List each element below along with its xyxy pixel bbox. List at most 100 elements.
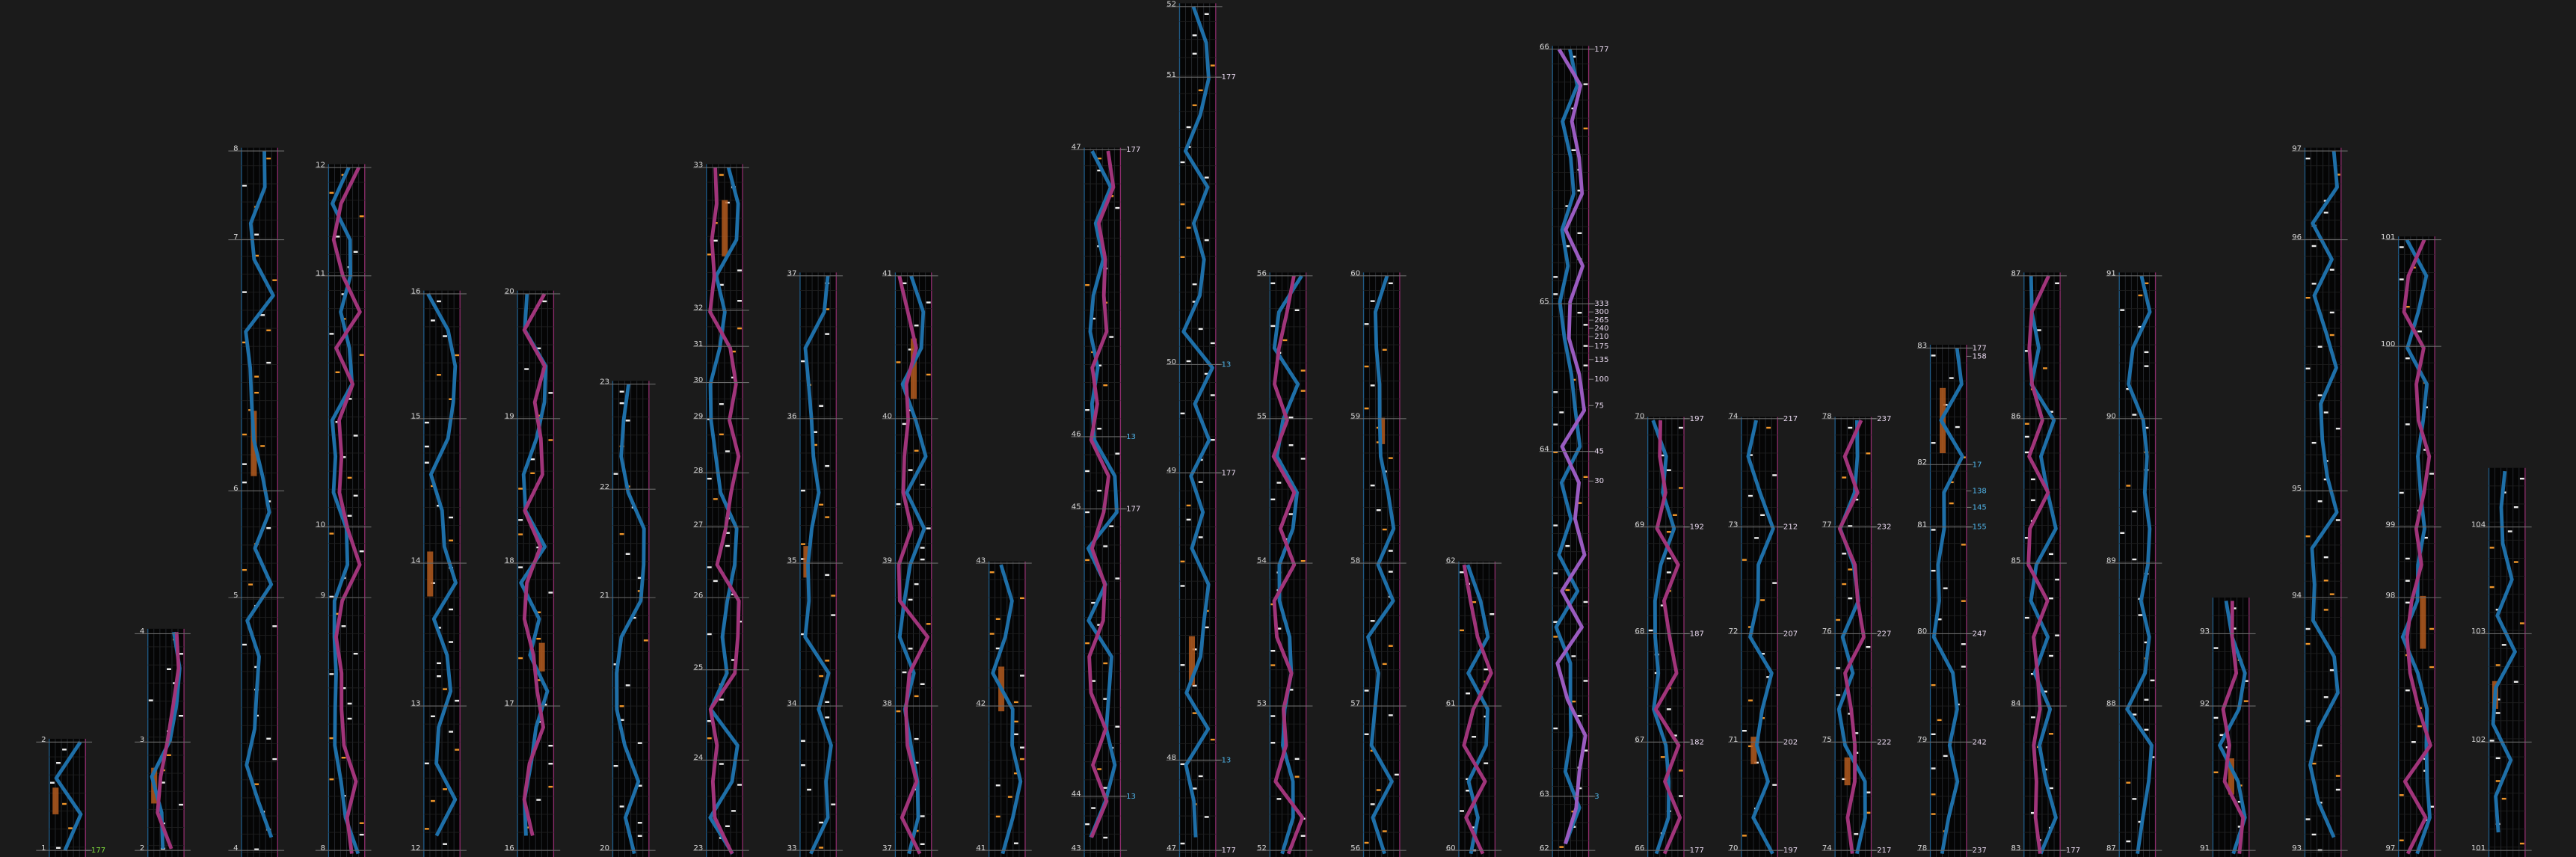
note: [167, 668, 171, 671]
chart-column: 8 7 6 5 4: [228, 145, 285, 857]
note: [2323, 478, 2328, 481]
note: [518, 657, 523, 660]
note: [1376, 789, 1381, 791]
measure-number: 72: [1729, 627, 1739, 636]
note: [1180, 763, 1185, 766]
note: [341, 625, 346, 627]
note: [1103, 384, 1108, 387]
note: [1742, 559, 1747, 561]
note: [1192, 283, 1197, 286]
note: [449, 539, 454, 541]
measure-number: 52: [1257, 844, 1267, 853]
note: [449, 608, 454, 611]
note: [2513, 681, 2518, 683]
note: [1583, 83, 1588, 85]
measure-number: 74: [1729, 413, 1739, 421]
measure-number: 79: [1917, 736, 1927, 744]
note: [819, 821, 824, 824]
note: [1382, 528, 1387, 531]
note: [1571, 700, 1576, 703]
chart-column: 33 32 31 30 29 28 27 26 25 24 23: [693, 162, 749, 857]
note: [1866, 811, 1871, 814]
measure-number: 53: [1257, 700, 1267, 708]
note: [825, 660, 830, 662]
measure-number: 100: [2381, 340, 2395, 348]
note: [2144, 426, 2149, 429]
note: [801, 558, 805, 560]
tempo-label: 212: [1783, 523, 1798, 532]
chart-column: 104 103 102 101: [2471, 467, 2532, 857]
note: [1270, 715, 1276, 717]
note: [359, 550, 364, 553]
note: [68, 827, 73, 829]
measure-number: 55: [1257, 413, 1267, 421]
note: [1294, 775, 1300, 778]
note: [329, 778, 334, 781]
note: [347, 398, 352, 400]
note: [2049, 597, 2053, 600]
note: [2305, 642, 2311, 645]
note: [2024, 423, 2029, 425]
note: [2323, 411, 2328, 414]
note: [353, 494, 358, 497]
note: [1553, 524, 1558, 526]
note: [813, 431, 818, 433]
note: [1583, 324, 1588, 326]
lane-shift-line: [1555, 48, 1587, 845]
note: [56, 847, 61, 850]
note: [619, 705, 624, 707]
note: [2213, 771, 2219, 773]
note: [1472, 736, 1477, 738]
note: [1115, 725, 1120, 728]
note: [2405, 306, 2410, 308]
note: [920, 683, 925, 685]
note: [1553, 572, 1558, 574]
measure-number: 84: [2011, 700, 2021, 708]
note: [1553, 391, 1558, 393]
note: [2231, 627, 2237, 630]
note: [1577, 715, 1582, 717]
note: [2305, 720, 2311, 722]
note: [179, 714, 183, 717]
note: [1666, 557, 1671, 559]
note: [1270, 498, 1276, 501]
note: [56, 762, 61, 764]
note: [1666, 571, 1671, 574]
note: [1103, 662, 1108, 665]
measure-number: 19: [505, 413, 514, 421]
note: [542, 300, 547, 303]
note: [2399, 246, 2404, 248]
note: [819, 847, 824, 849]
note: [2030, 811, 2035, 814]
measure-number: 51: [1166, 71, 1176, 79]
note: [329, 737, 334, 740]
note: [449, 398, 454, 400]
note: [179, 803, 183, 806]
measure-number: 17: [505, 700, 514, 708]
note: [1210, 438, 1215, 441]
note: [801, 633, 805, 636]
note: [2519, 477, 2524, 480]
note: [643, 639, 648, 642]
measure-number: 26: [693, 592, 703, 600]
tempo-label: 300: [1594, 308, 1608, 316]
note: [831, 803, 836, 805]
note: [424, 828, 429, 830]
note: [272, 625, 277, 627]
note: [914, 325, 919, 327]
note: [1931, 733, 1936, 736]
measure-number: 32: [693, 304, 703, 313]
note: [1748, 745, 1753, 748]
note: [2132, 558, 2137, 561]
note: [2132, 414, 2137, 416]
measure-number: 9: [321, 592, 325, 600]
note: [2317, 744, 2323, 747]
measure-number: 73: [1729, 520, 1739, 529]
note: [2030, 478, 2035, 481]
note: [1388, 457, 1393, 459]
note: [725, 450, 730, 452]
note: [1300, 390, 1306, 392]
note: [719, 763, 724, 765]
note: [1103, 836, 1108, 839]
